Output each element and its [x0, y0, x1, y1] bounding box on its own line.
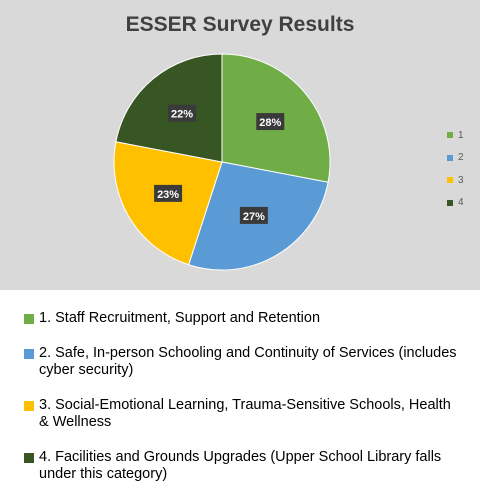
legend-swatch	[447, 199, 453, 206]
category-swatch	[24, 453, 34, 463]
data-label-text: 27%	[243, 211, 265, 223]
legend-swatch	[447, 177, 453, 184]
pie-chart: 28% 27% 23% 22%	[113, 53, 331, 271]
data-label-text: 22%	[171, 109, 193, 121]
data-label-2: 27%	[239, 206, 268, 224]
data-label-1: 28%	[256, 113, 285, 131]
data-label-text: 28%	[259, 117, 281, 129]
data-label-box	[256, 113, 285, 131]
legend-swatch	[447, 154, 453, 161]
legend-item-4: 4	[447, 192, 477, 215]
category-swatch	[24, 401, 34, 411]
category-text: 4. Facilities and Grounds Upgrades (Uppe…	[39, 449, 442, 482]
category-item-3: 3. Social-Emotional Learning, Trauma-Sen…	[24, 397, 464, 431]
chart-legend: 1 2 3 4	[447, 124, 477, 214]
data-label-box	[154, 184, 183, 202]
legend-item-2: 2	[447, 147, 477, 170]
legend-label: 2	[458, 152, 464, 164]
legend-item-1: 1	[447, 124, 477, 147]
category-item-2: 2. Safe, In-person Schooling and Continu…	[24, 345, 464, 379]
data-label-3: 23%	[154, 184, 183, 202]
legend-item-3: 3	[447, 169, 477, 192]
category-text: 1. Staff Recruitment, Support and Retent…	[39, 310, 321, 326]
chart-title: ESSER Survey Results	[125, 13, 355, 36]
data-label-box	[168, 104, 197, 122]
data-label-box	[239, 206, 268, 224]
legend-label: 1	[458, 129, 464, 141]
legend-label: 3	[458, 174, 464, 186]
chart-panel: ESSER Survey Results 28% 27% 23% 22% 1 2 3 4	[0, 0, 480, 290]
category-swatch	[24, 349, 34, 359]
legend-label: 4	[458, 197, 464, 209]
pie-slice-3	[113, 141, 223, 266]
legend-swatch	[447, 132, 453, 139]
category-item-1: 1. Staff Recruitment, Support and Retent…	[24, 310, 464, 327]
category-text: 3. Social-Emotional Learning, Trauma-Sen…	[39, 397, 451, 430]
data-label-text: 23%	[157, 189, 179, 201]
data-label-4: 22%	[168, 104, 197, 122]
category-text: 2. Safe, In-person Schooling and Continu…	[39, 345, 457, 378]
category-swatch	[24, 314, 34, 324]
category-legend: 1. Staff Recruitment, Support and Retent…	[24, 310, 464, 501]
category-item-4: 4. Facilities and Grounds Upgrades (Uppe…	[24, 449, 464, 483]
